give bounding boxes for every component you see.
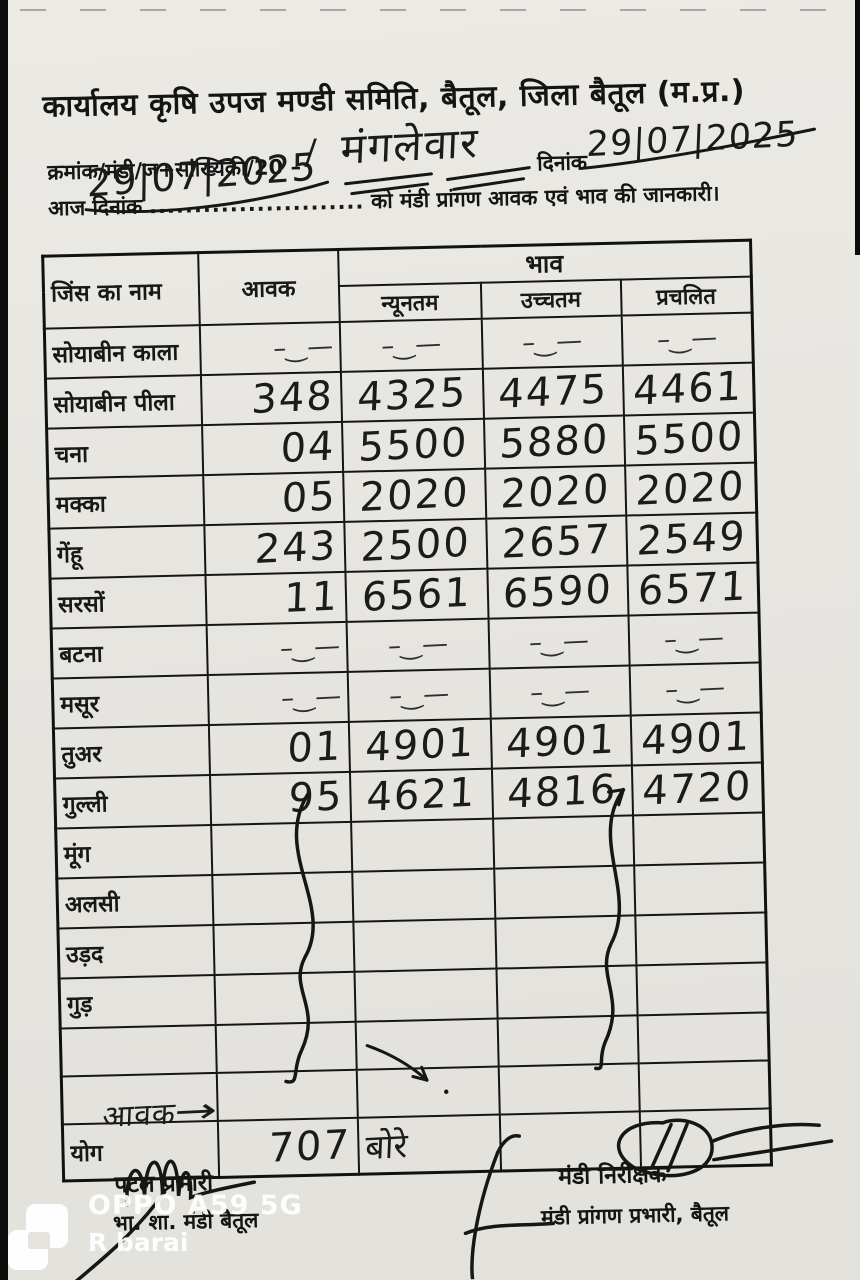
- commodity-label: मक्का: [55, 491, 107, 519]
- modal-price: 5500: [633, 413, 746, 465]
- commodity-label: बटना: [58, 641, 103, 669]
- arrival-value: –‿—: [280, 681, 342, 715]
- handwritten-total-caption: आवक→: [101, 1090, 222, 1136]
- commodity-label: मसूर: [60, 691, 100, 719]
- rates-table: जिंस का नाम आवक भाव न्यूनतम उच्चतम प्रचल…: [41, 238, 774, 1183]
- modal-price: 4461: [632, 363, 744, 415]
- col-arrival: आवक: [197, 249, 340, 326]
- min-price: 6561: [360, 569, 473, 621]
- right-signatory-org: मंडी प्रांगण प्रभारी, बैतूल: [540, 1201, 730, 1230]
- arrival-value: 348: [250, 373, 335, 424]
- min-price: 5500: [357, 419, 469, 472]
- modal-price: –‿—: [656, 322, 718, 356]
- arrival-value: –‿—: [272, 331, 334, 365]
- max-price: 4816: [506, 766, 618, 818]
- modal-price: 4901: [640, 713, 752, 765]
- commodity-label: गुल्ली: [62, 791, 108, 819]
- min-price: –‿—: [380, 328, 442, 362]
- modal-price: 2549: [635, 513, 748, 565]
- max-price: –‿—: [521, 325, 583, 359]
- commodity-label: सरसों: [57, 591, 105, 619]
- total-unit-note: बोरे: [364, 1126, 408, 1169]
- commodity-label: सोयाबीन काला: [52, 339, 179, 369]
- min-price: 4621: [365, 769, 477, 821]
- date-label: दिनांक: [536, 150, 588, 176]
- max-price: 4475: [497, 366, 609, 418]
- max-price: –‿—: [529, 675, 591, 709]
- min-price: –‿—: [387, 628, 449, 662]
- arrival-value: 04: [279, 423, 337, 473]
- arrow-icon: →: [171, 1090, 222, 1133]
- modal-price: 2020: [634, 463, 747, 515]
- max-price: 2020: [499, 466, 612, 518]
- max-price: –‿—: [528, 625, 590, 659]
- modal-price: 4720: [641, 763, 754, 815]
- min-price: 4325: [356, 369, 468, 422]
- commodity-label: मूंग: [63, 841, 91, 869]
- device-watermark-text: OPPO A59 5G: [88, 1190, 303, 1221]
- right-signatory-role: मंडी निरीक्षक: [557, 1161, 667, 1191]
- modal-price: –‿—: [663, 622, 725, 656]
- min-price: 2020: [358, 469, 471, 522]
- user-watermark-text: R barai: [88, 1228, 189, 1257]
- arrival-value: 243: [254, 522, 339, 574]
- col-max: उच्चतम: [480, 279, 622, 319]
- handwritten-aavak-word: आवक: [101, 1096, 177, 1135]
- arrival-value: –‿—: [279, 631, 341, 665]
- max-price: 6590: [501, 566, 614, 618]
- commodity-label: तुअर: [61, 741, 102, 769]
- arrival-value: 05: [280, 473, 338, 523]
- today-suffix: को मंडी प्रांगण आवक एवं भाव की जानकारी।: [370, 181, 720, 214]
- commodity-label: गेंहू: [56, 541, 83, 569]
- max-price: 5880: [498, 416, 610, 468]
- col-commodity: जिंस का नाम: [42, 252, 200, 329]
- paper-sheet: [8, 0, 860, 1280]
- modal-price: 6571: [636, 563, 749, 615]
- total-arrival-value: 707: [267, 1121, 352, 1172]
- max-price: 2657: [500, 516, 613, 568]
- col-modal: प्रचलित: [620, 276, 753, 316]
- arrival-value: 11: [282, 573, 340, 623]
- camera-watermark-frame-cutout: [28, 1232, 50, 1249]
- min-price: 4901: [364, 719, 476, 771]
- commodity-label: गुड़: [66, 991, 93, 1019]
- col-min: न्यूनतम: [338, 282, 482, 322]
- arrival-value: 01: [286, 723, 343, 773]
- scan-top-artifact: [20, 9, 840, 11]
- scan-edge-shadow: [855, 0, 860, 255]
- commodity-label: सोयाबीन पीला: [53, 389, 176, 419]
- commodity-label: उड़द: [65, 941, 104, 969]
- commodity-label: अलसी: [64, 891, 120, 919]
- total-label: योग: [70, 1140, 104, 1168]
- handwritten-date-top: 29|07|2025: [585, 114, 800, 166]
- max-price: 4901: [504, 716, 617, 768]
- min-price: 2500: [359, 519, 472, 572]
- modal-price: –‿—: [664, 672, 726, 706]
- handwritten-weekday: मंगलेवार: [339, 117, 481, 174]
- commodity-label: चना: [54, 441, 89, 469]
- min-price: –‿—: [388, 678, 450, 712]
- arrival-value: 95: [287, 773, 344, 822]
